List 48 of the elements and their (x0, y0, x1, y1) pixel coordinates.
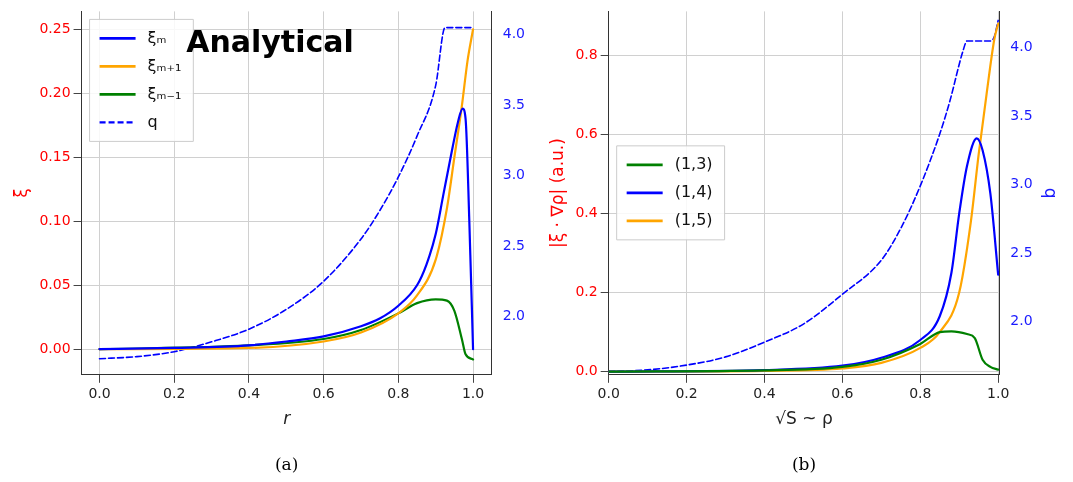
y-tick-label: 0.8 (575, 45, 598, 62)
y-axis-title: |ξ · ∇ρ| (a.u.) (546, 138, 567, 249)
x-axis-title: r (283, 408, 292, 429)
y-tick-label: 0.10 (39, 211, 71, 228)
text: (b) (791, 453, 817, 474)
x-tick-label: 0.8 (909, 384, 932, 401)
y2-tick-label: 3.5 (1010, 106, 1033, 123)
x-tick-label: 0.4 (237, 384, 261, 401)
legend-label: ξₘ (147, 27, 167, 47)
y-tick-label: 0.05 (39, 275, 71, 292)
y-tick-label: 0.4 (575, 204, 598, 221)
y2-tick-label: 2.5 (502, 236, 525, 253)
y2-tick-label: 2.5 (1010, 243, 1033, 260)
y-tick-label: 0.0 (575, 362, 598, 379)
x-tick-label: 0.2 (163, 384, 186, 401)
x-tick-label: 0.8 (387, 384, 410, 401)
y-axis-title: ξ (10, 188, 31, 198)
y2-tick-label: 3.5 (502, 95, 525, 112)
x-tick-label: 0.6 (831, 384, 854, 401)
y2-tick-label: 4.0 (1010, 38, 1033, 55)
x-tick-label: 0.4 (753, 384, 776, 401)
legend-label: (1,3) (674, 154, 713, 174)
legend-label: ξₘ₊₁ (147, 55, 182, 75)
y2-tick-label: 4.0 (502, 25, 525, 42)
y-tick-label: 0.15 (39, 147, 71, 164)
x-tick-label: 1.0 (461, 384, 485, 401)
legend-label: q (147, 111, 158, 131)
y2-tick-label: 3.0 (502, 166, 525, 183)
legend-label: ξₘ₋₁ (147, 83, 182, 103)
y-tick-label: 0.25 (39, 19, 71, 36)
legend-label: (1,5) (674, 210, 713, 230)
x-tick-label: 0.6 (312, 384, 335, 401)
x-axis-title: √S ~ ρ (775, 408, 833, 429)
y2-tick-label: 3.0 (1010, 175, 1033, 192)
y-tick-label: 0.20 (39, 83, 71, 100)
y2-axis-title: q (1041, 187, 1062, 199)
y2-tick-label: 2.0 (502, 307, 525, 324)
text: (a) (274, 453, 299, 474)
legend-label: (1,4) (674, 182, 713, 202)
x-tick-label: 1.0 (987, 384, 1010, 401)
y-tick-label: 0.6 (575, 125, 598, 142)
y-tick-label: 0.2 (575, 283, 598, 300)
x-tick-label: 0.0 (597, 384, 620, 401)
y-tick-label: 0.00 (39, 339, 71, 356)
x-tick-label: 0.0 (88, 384, 111, 401)
text: Analytical (186, 24, 354, 60)
x-tick-label: 0.2 (675, 384, 698, 401)
y2-tick-label: 2.0 (1010, 311, 1033, 328)
